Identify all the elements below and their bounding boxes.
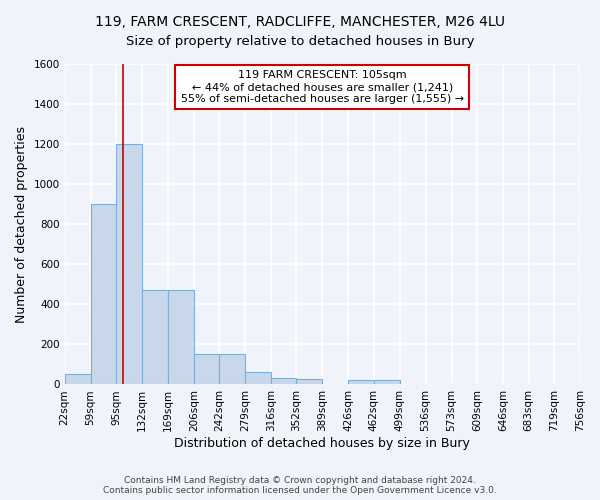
Bar — [296, 380, 322, 384]
Bar — [194, 354, 219, 384]
Bar — [91, 204, 116, 384]
Bar — [374, 380, 400, 384]
Bar — [349, 380, 374, 384]
Text: 119 FARM CRESCENT: 105sqm
← 44% of detached houses are smaller (1,241)
55% of se: 119 FARM CRESCENT: 105sqm ← 44% of detac… — [181, 70, 464, 104]
Bar — [116, 144, 142, 384]
Text: 119, FARM CRESCENT, RADCLIFFE, MANCHESTER, M26 4LU: 119, FARM CRESCENT, RADCLIFFE, MANCHESTE… — [95, 15, 505, 29]
Bar — [219, 354, 245, 384]
Bar — [142, 290, 168, 384]
Bar — [245, 372, 271, 384]
Bar — [271, 378, 296, 384]
Bar — [65, 374, 91, 384]
Y-axis label: Number of detached properties: Number of detached properties — [15, 126, 28, 322]
X-axis label: Distribution of detached houses by size in Bury: Distribution of detached houses by size … — [175, 437, 470, 450]
Text: Size of property relative to detached houses in Bury: Size of property relative to detached ho… — [126, 35, 474, 48]
Text: Contains HM Land Registry data © Crown copyright and database right 2024.
Contai: Contains HM Land Registry data © Crown c… — [103, 476, 497, 495]
Bar — [168, 290, 194, 384]
